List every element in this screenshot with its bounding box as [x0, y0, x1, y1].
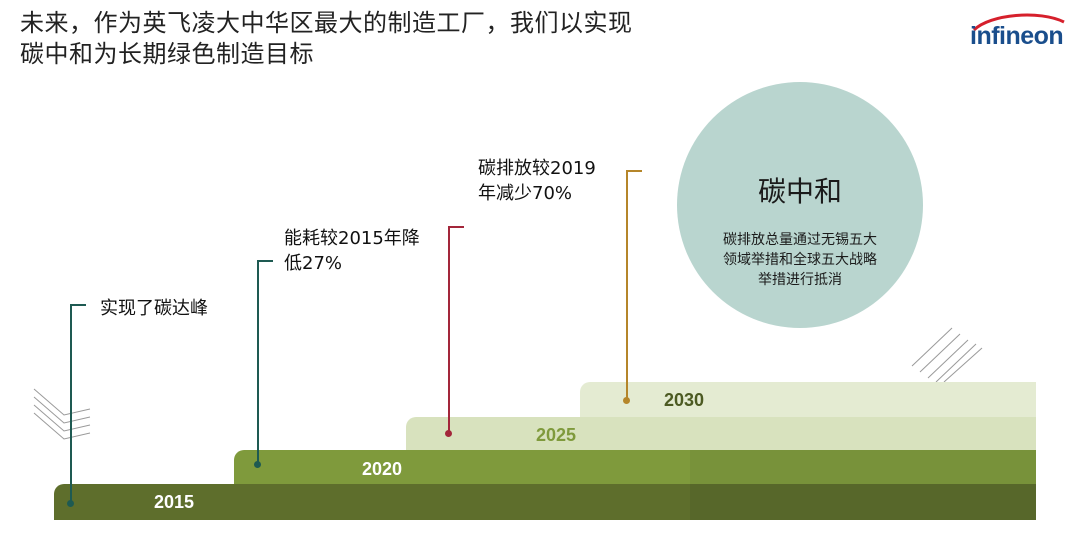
step-year-2030: 2030 [664, 390, 705, 410]
milestone-2-line [257, 260, 259, 465]
step-year-2020: 2020 [362, 459, 403, 479]
step-year-2015: 2015 [154, 492, 195, 512]
milestone-1-tick [70, 304, 86, 306]
milestone-3-dot [445, 430, 452, 437]
step-year-2025: 2025 [536, 425, 577, 445]
milestone-3-line [448, 226, 450, 434]
carbon-neutral-goal-circle: 碳中和 碳排放总量通过无锡五大 领域举措和全球五大战略 举措进行抵消 [677, 82, 923, 328]
milestone-3-tick [448, 226, 464, 228]
milestone-1-dot [67, 500, 74, 507]
page-title-line-2: 碳中和为长期绿色制造目标 [20, 40, 314, 68]
milestone-1-line [70, 304, 72, 504]
page-title-line-1: 未来，作为英飞凌大中华区最大的制造工厂，我们以实现 [20, 9, 633, 37]
goal-title: 碳中和 [757, 175, 842, 208]
milestone-2-dot [254, 461, 261, 468]
milestone-4-dot [623, 397, 630, 404]
logo-text: infineon [970, 22, 1064, 50]
step-2015-shade [690, 484, 1036, 520]
logo-arc-icon [972, 13, 1065, 32]
goal-description: 碳排放总量通过无锡五大 领域举措和全球五大战略 举措进行抵消 [723, 232, 877, 288]
milestone-4-tick [626, 170, 642, 172]
milestone-1-text: 实现了碳达峰 [100, 298, 208, 319]
page-title: 未来，作为英飞凌大中华区最大的制造工厂，我们以实现 碳中和为长期绿色制造目标 [20, 8, 860, 70]
step-2030: 2030 [580, 382, 1036, 420]
milestone-2-text: 能耗较2015年降 低27% [284, 228, 420, 274]
milestone-4-text: 碳排放较2019 年减少70% [478, 158, 596, 204]
step-2025: 2025 [406, 417, 1036, 453]
hatch-right-decoration [911, 327, 983, 382]
hatch-left-decoration [33, 388, 91, 440]
infineon-logo: infineon [960, 12, 1070, 60]
milestone-2-tick [257, 260, 273, 262]
milestone-4-line [626, 170, 628, 400]
step-2020-shade [690, 450, 1036, 484]
